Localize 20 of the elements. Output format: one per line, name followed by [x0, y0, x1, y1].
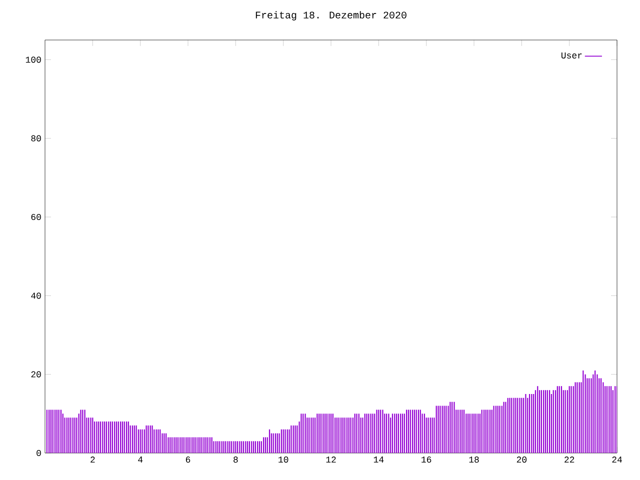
y-tick-label: 60 — [31, 214, 41, 220]
x-tick-label: 10 — [278, 456, 288, 463]
x-tick-label: 18 — [469, 456, 479, 463]
x-tick-label: 12 — [326, 456, 336, 463]
x-tick-label: 22 — [564, 456, 574, 463]
x-tick-label: 14 — [374, 456, 384, 462]
x-tick-label: 8 — [234, 456, 238, 463]
chart-title: Freitag 18. Dezember 2020 — [256, 11, 406, 20]
y-tick-label: 40 — [31, 292, 41, 299]
legend-label: User — [562, 52, 582, 58]
x-tick-label: 20 — [516, 456, 527, 463]
x-tick-label: 2 — [90, 456, 95, 463]
y-tick-label: 80 — [31, 135, 41, 142]
x-tick-label: 6 — [186, 456, 190, 463]
x-tick-label: 16 — [422, 456, 432, 463]
x-tick-label: 4 — [138, 456, 143, 462]
y-tick-label: 20 — [31, 371, 41, 378]
x-tick-label: 24 — [612, 456, 622, 463]
y-tick-label: 0 — [36, 450, 41, 456]
y-tick-label: 100 — [26, 56, 41, 63]
